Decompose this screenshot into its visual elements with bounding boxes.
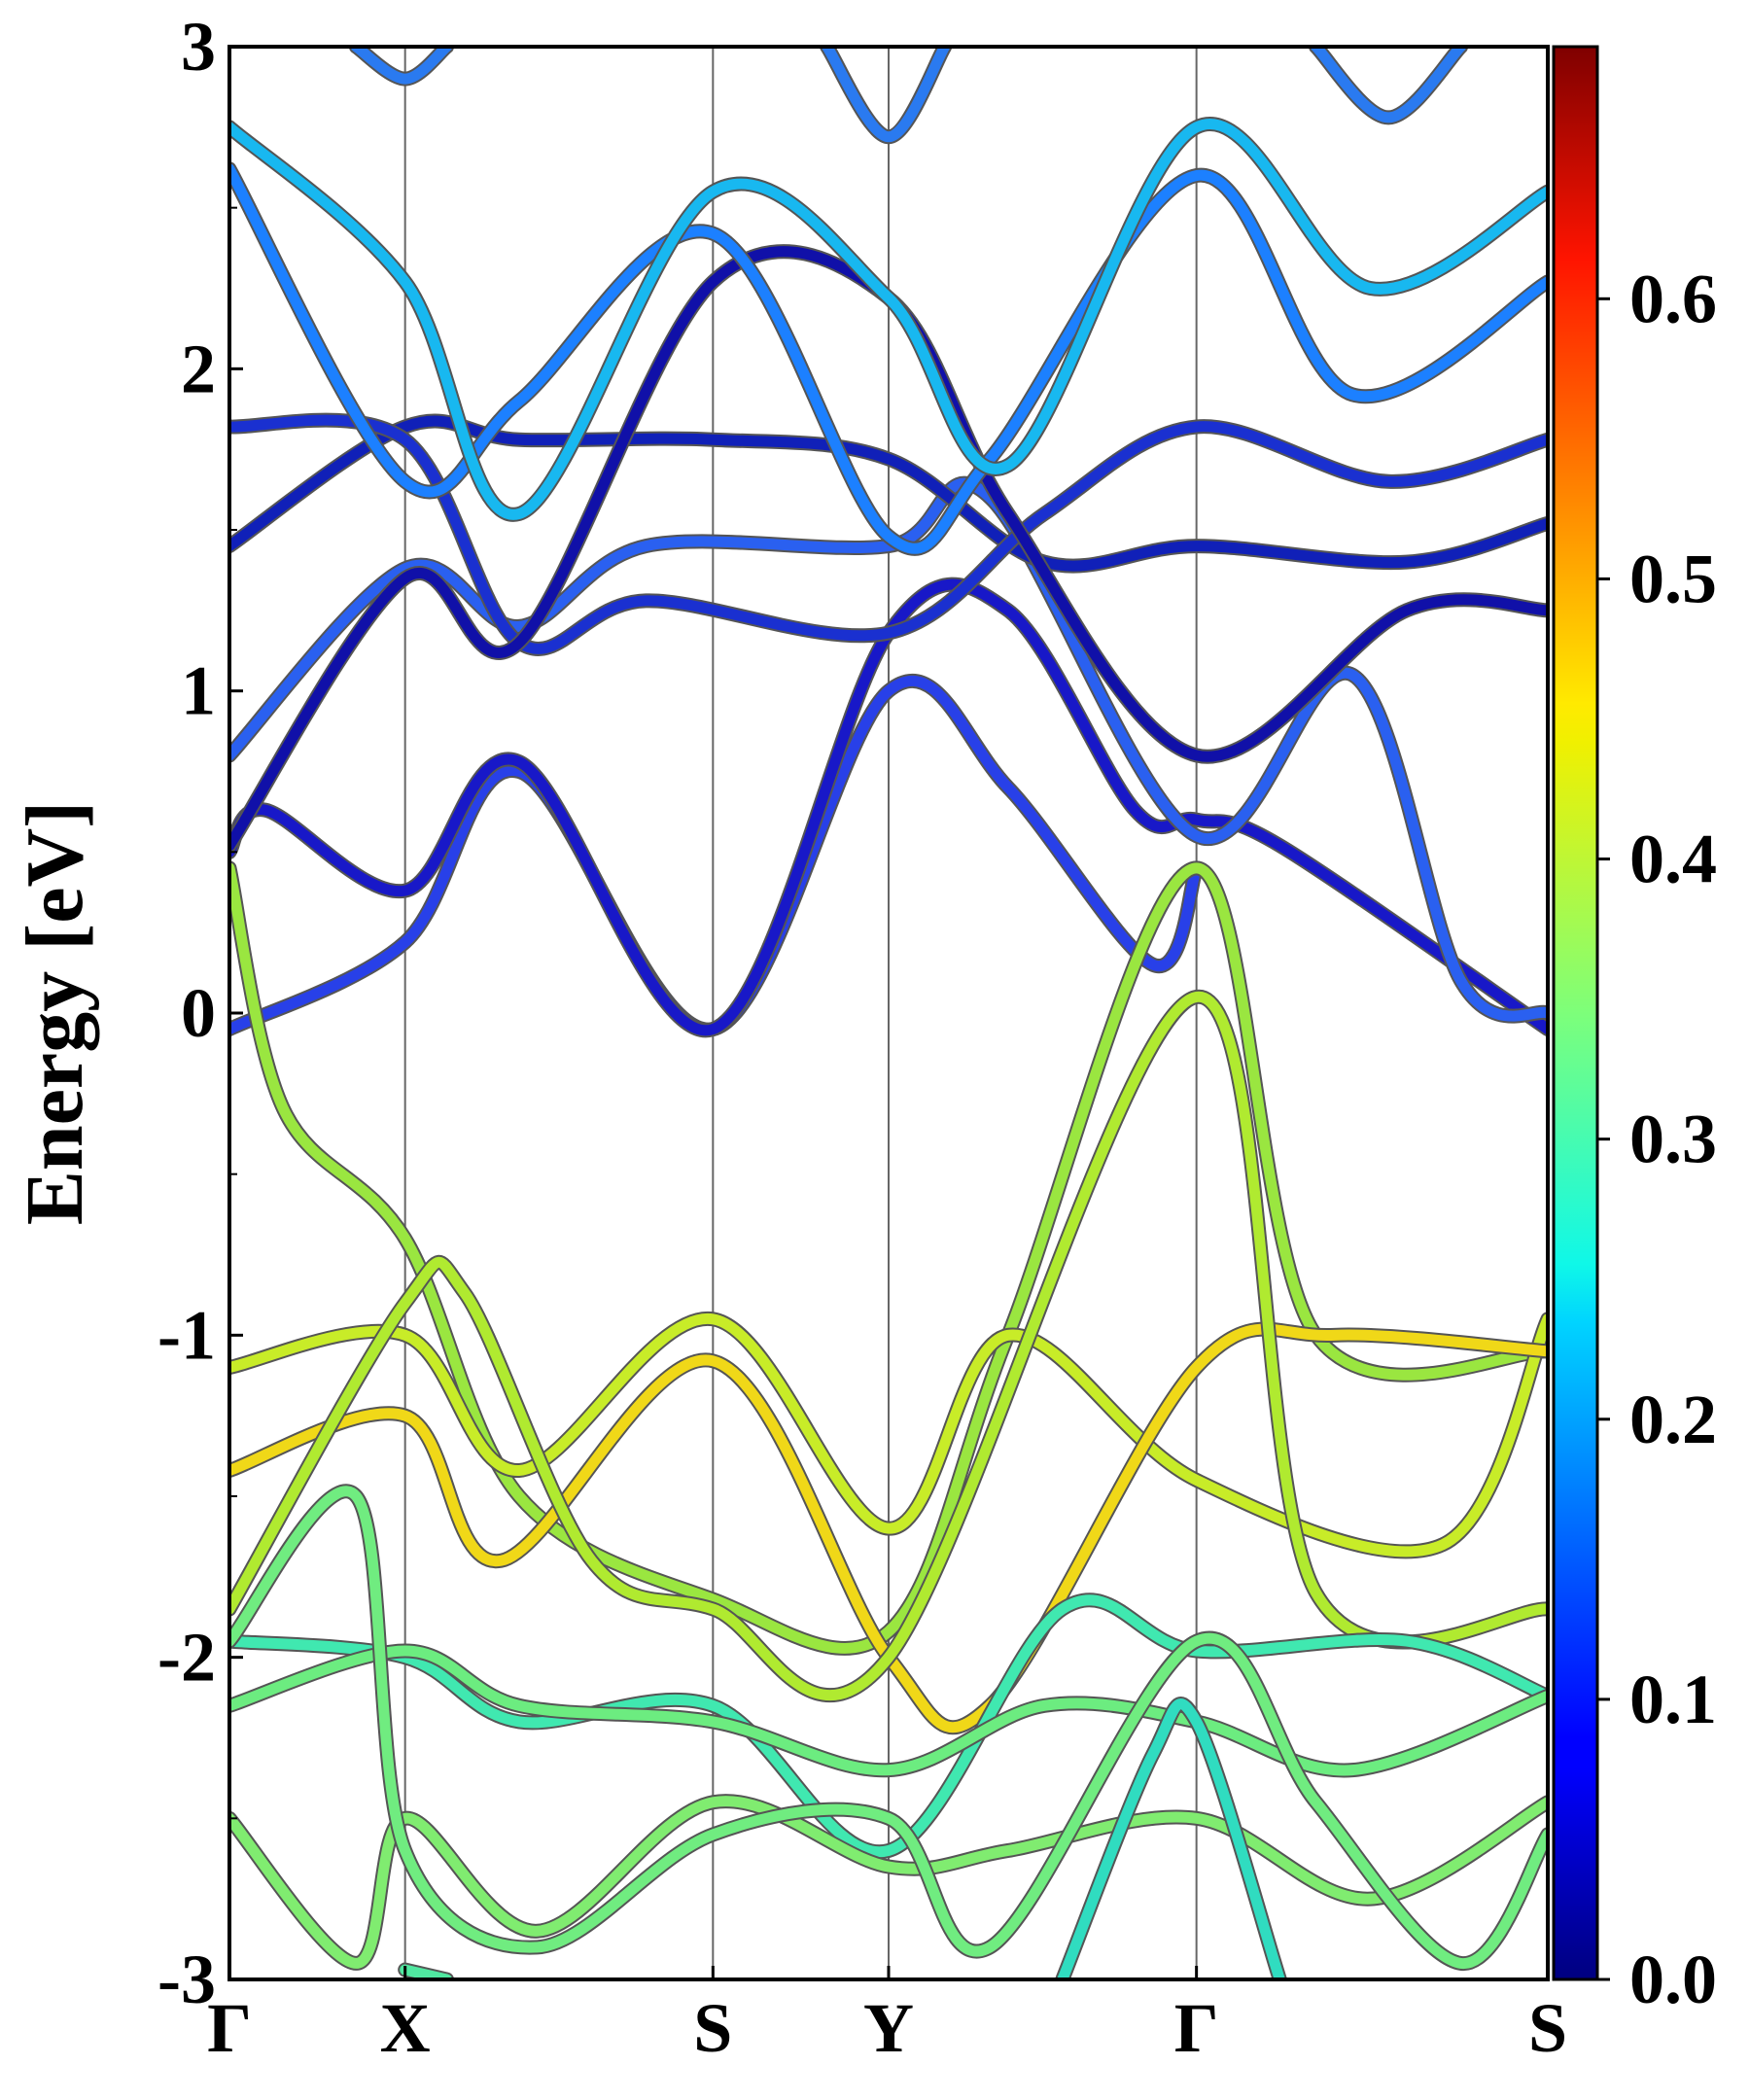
y-tick-label: 0 [181,974,216,1052]
y-tick-label: 3 [181,8,216,86]
band-line-8 [350,47,453,85]
colorbar-tick-label: 0.2 [1629,1381,1717,1458]
colorbar-tick-label: 0.1 [1629,1661,1717,1738]
colorbar-tick-label: 0.5 [1629,540,1717,617]
plot-area: 3 2 1 0 -1 -2 -3 Γ X S Y Γ S Energy [eV] [10,8,1567,2067]
band-line-9 [822,47,951,143]
y-tick-label: 2 [181,330,216,407]
y-tick-label: 1 [181,652,216,730]
x-tick-label: S [1528,1989,1567,2067]
colorbar-tick-label: 0.6 [1629,260,1717,337]
band-line-6 [229,163,1548,554]
colorbar-ticks: 0.0 0.1 0.2 0.3 0.4 0.5 0.6 [1597,260,1717,2018]
band-line-11 [229,862,1548,1654]
y-axis-label: Energy [eV] [10,801,100,1225]
band-line-16 [229,1645,1548,1776]
band-line-20 [1057,1698,1285,1979]
y-tick-label: -2 [158,1619,216,1697]
x-tick-label: Y [863,1989,914,2067]
colorbar-tick-label: 0.4 [1629,821,1717,898]
colorbar-gradient [1552,45,1599,1981]
band-line-12 [229,1313,1548,1558]
x-tick-label: Γ [207,1989,252,2067]
colorbar: 0.0 0.1 0.2 0.3 0.4 0.5 0.6 [1552,45,1717,2018]
band-line-18 [229,1486,1548,1969]
x-tick-label: Γ [1174,1989,1219,2067]
band-line-7 [229,119,1548,520]
colorbar-tick-label: 0.0 [1629,1941,1717,2018]
x-tick-label: X [380,1989,431,2067]
x-tick-label: S [693,1989,732,2067]
y-axis-ticks: 3 2 1 0 -1 -2 -3 [158,8,243,2018]
band-lines [229,47,1548,1979]
band-line-10 [1311,47,1467,123]
y-tick-label: -1 [158,1296,216,1374]
colorbar-tick-label: 0.3 [1629,1101,1717,1178]
band-line-1 [229,578,1548,1036]
y-tick-label: -3 [158,1941,216,2018]
band-line-15 [229,1594,1548,1858]
band-line-3 [229,415,1548,572]
band-line-14 [229,991,1548,1701]
